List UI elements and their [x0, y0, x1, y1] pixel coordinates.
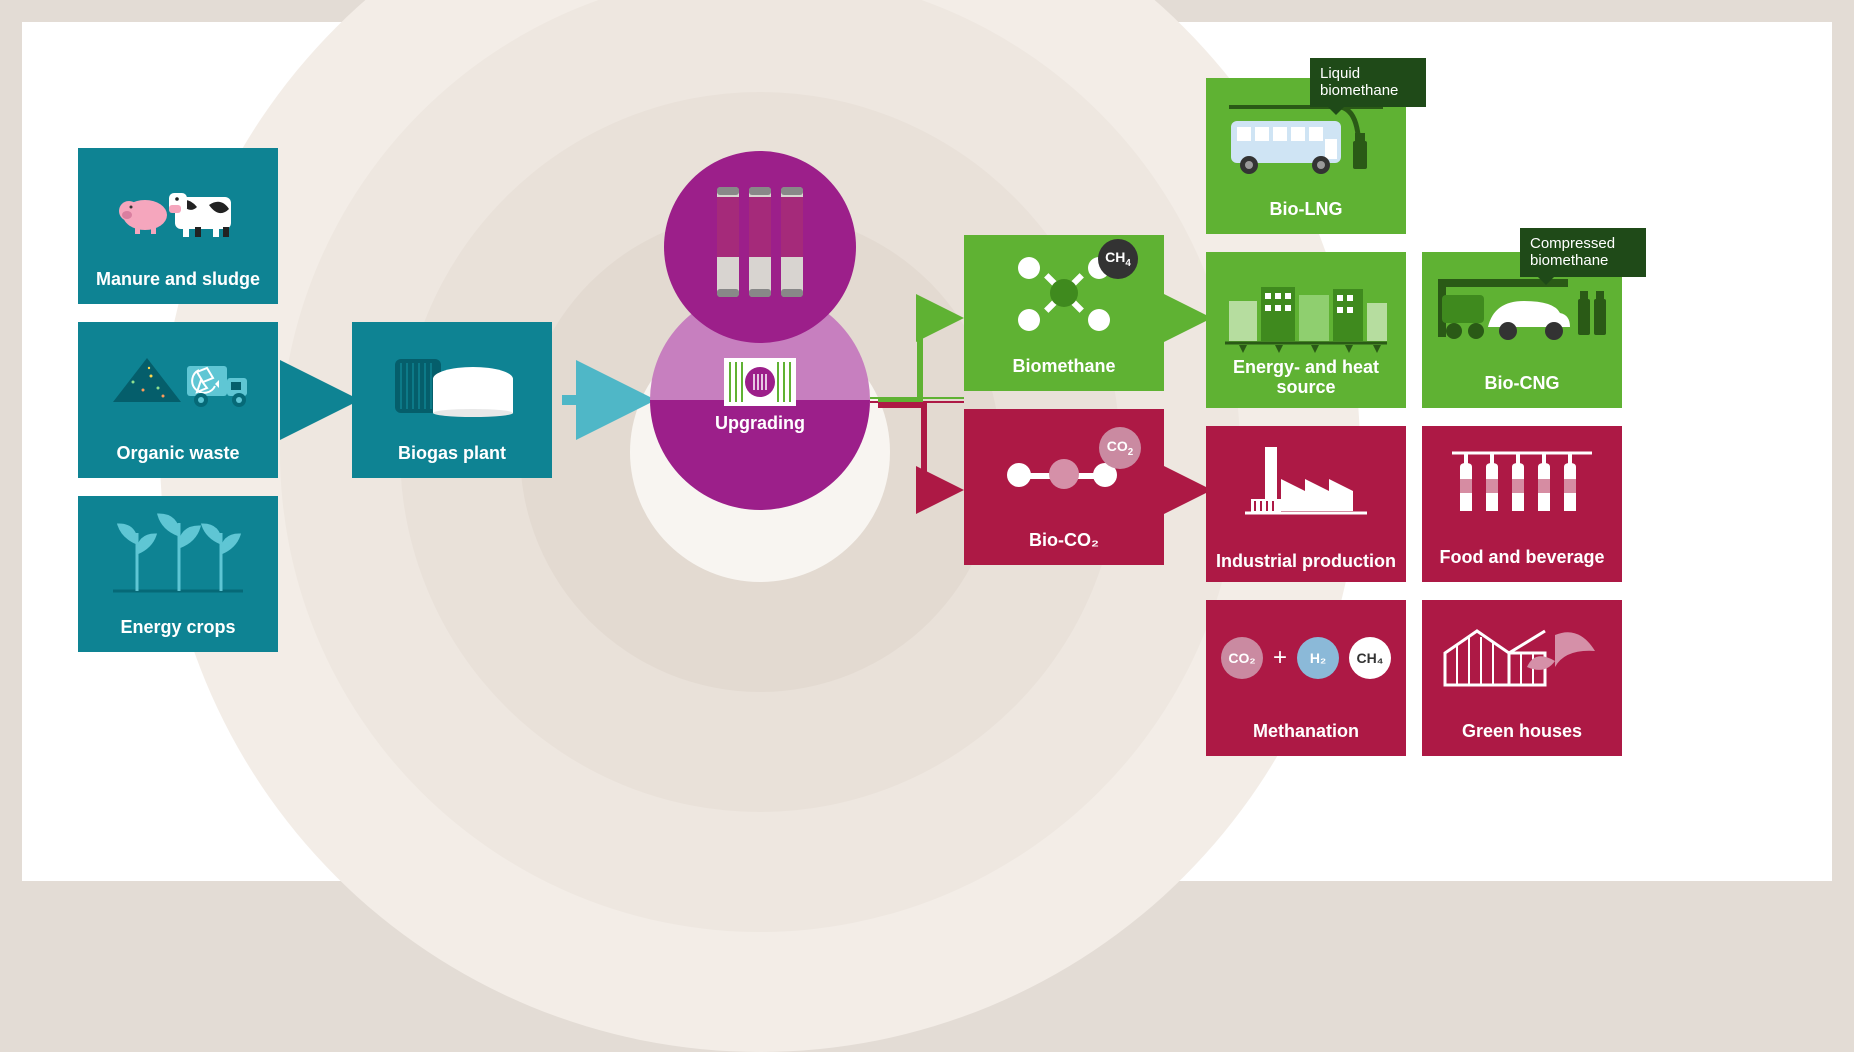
tile-label: Bio-LNG — [1206, 199, 1406, 220]
co2-badge: CO₂ — [1228, 650, 1255, 666]
tile-label: Bio-CNG — [1422, 373, 1622, 394]
plus-icon: + — [1273, 644, 1287, 672]
tile-label: Biomethane — [964, 356, 1164, 377]
ch4-badge: CH₄ — [1357, 650, 1384, 666]
tile-label: Industrial production — [1206, 551, 1406, 572]
tile-energy-heat: Energy- and heat source — [1206, 252, 1406, 408]
upgrading-unit-icon — [720, 354, 800, 410]
callout-liquid-biomethane: Liquid biomethane — [1310, 58, 1426, 107]
diagram-canvas: Manure and sludge Organic waste — [22, 22, 1832, 881]
upgrading-cartridges — [664, 151, 856, 343]
tile-methanation: CO₂ + H₂ CH₄ Methanation — [1206, 600, 1406, 756]
co2-badge: CO2 — [1107, 438, 1133, 458]
factory-icon — [1206, 426, 1406, 542]
ch4-molecule-icon: CH4 — [964, 235, 1164, 351]
co2-molecule-icon: CO2 — [964, 409, 1164, 525]
tile-biomethane: CH4 Biomethane — [964, 235, 1164, 391]
tile-label: Bio-CO₂ — [964, 530, 1164, 551]
buildings-icon — [1206, 252, 1406, 368]
tile-bio-co2: CO2 Bio-CO₂ — [964, 409, 1164, 565]
tile-label: Green houses — [1422, 721, 1622, 742]
greenhouse-icon — [1422, 600, 1622, 716]
tile-label: Food and beverage — [1422, 547, 1622, 568]
h2-badge: H₂ — [1310, 650, 1326, 666]
callout-compressed-biomethane: Compressed biomethane — [1520, 228, 1646, 277]
tile-label: Energy- and heat source — [1206, 357, 1406, 398]
tile-industrial-production: Industrial production — [1206, 426, 1406, 582]
ch4-badge: CH4 — [1105, 249, 1131, 269]
tile-food-beverage: Food and beverage — [1422, 426, 1622, 582]
tile-label: Methanation — [1206, 721, 1406, 742]
methanation-formula-icon: CO₂ + H₂ CH₄ — [1206, 600, 1406, 716]
bottles-icon — [1422, 426, 1622, 542]
upgrading-label: Upgrading — [650, 413, 870, 434]
tile-green-houses: Green houses — [1422, 600, 1622, 756]
